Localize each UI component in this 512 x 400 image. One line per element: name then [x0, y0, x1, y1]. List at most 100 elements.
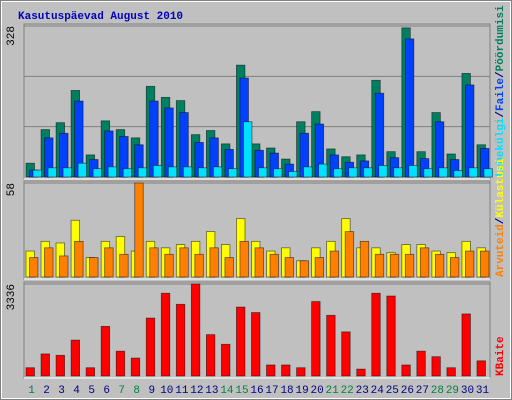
chart-title: Kasutuspäevad August 2010 [18, 11, 183, 23]
x-tick-label: 1 [28, 385, 35, 397]
x-tick-label: 31 [476, 385, 490, 397]
bar [212, 166, 223, 178]
bar [329, 250, 340, 278]
bar [408, 165, 418, 178]
bar [130, 357, 141, 377]
bar [431, 356, 441, 377]
bar [389, 253, 400, 278]
bar [386, 295, 396, 377]
bar [190, 283, 201, 377]
bar [239, 240, 249, 278]
bar [404, 38, 415, 178]
bar [224, 257, 234, 278]
legend-entry: Arvuteid [495, 224, 507, 277]
bar [333, 168, 343, 178]
bar [393, 167, 403, 178]
x-tick-label: 14 [220, 385, 234, 397]
x-tick-label: 24 [371, 385, 385, 397]
x-tick-label: 20 [311, 385, 324, 397]
bar [205, 334, 216, 377]
bar [344, 231, 355, 278]
x-tick-label: 21 [326, 385, 340, 397]
bar [100, 325, 111, 377]
bar [423, 168, 433, 178]
bar [55, 354, 65, 377]
bar [416, 350, 426, 377]
bar [70, 339, 80, 377]
legend: KBaite [495, 336, 507, 376]
bar [299, 260, 309, 278]
x-tick-label: 26 [401, 385, 414, 397]
bar [341, 331, 351, 377]
bar [62, 167, 72, 178]
bar [483, 168, 493, 178]
bar [254, 247, 264, 278]
bar [209, 247, 219, 278]
bar [450, 257, 460, 278]
legend-separator: / [495, 217, 507, 224]
bar [44, 247, 54, 278]
legend-entry: Külastusi [495, 158, 507, 218]
bar [236, 306, 246, 377]
bar [404, 253, 415, 278]
bar [314, 257, 325, 278]
bar [115, 350, 126, 377]
bar [29, 257, 39, 278]
legend-separator: / [495, 71, 507, 78]
bar [401, 364, 411, 377]
x-tick-label: 13 [205, 385, 218, 397]
bar [59, 255, 69, 278]
bar [104, 247, 114, 278]
bar [167, 166, 178, 178]
bar [356, 368, 366, 377]
bar [269, 253, 279, 278]
bar [197, 167, 208, 178]
bar [476, 360, 486, 377]
x-tick-label: 25 [386, 385, 399, 397]
bar [32, 169, 42, 178]
bar [145, 317, 156, 377]
legend-entry: KBaite [495, 336, 507, 376]
bar [179, 247, 189, 278]
x-tick-label: 10 [160, 385, 173, 397]
bar [374, 253, 385, 278]
bar [281, 364, 291, 377]
x-tick-label: 27 [416, 385, 429, 397]
bar [182, 166, 193, 178]
bar [160, 292, 171, 377]
x-tick-label: 30 [461, 385, 474, 397]
bar [107, 166, 118, 178]
legend: Arvuteid/Külastusi [495, 158, 507, 277]
bar [243, 121, 253, 178]
bar [438, 167, 448, 178]
bar [348, 167, 358, 178]
bar [359, 240, 370, 278]
bar [419, 247, 430, 278]
legend: Lehekülgi/Faile/Pöördumisi [495, 5, 507, 177]
bar [77, 162, 87, 178]
x-tick-label: 7 [118, 385, 125, 397]
legend-entry: Faile [495, 78, 507, 111]
x-tick-label: 9 [148, 385, 155, 397]
x-tick-label: 29 [446, 385, 459, 397]
bar [318, 163, 328, 178]
bar [363, 167, 373, 178]
x-tick-label: 3 [58, 385, 65, 397]
bar [273, 168, 283, 178]
bar [468, 167, 478, 178]
bar [465, 84, 475, 178]
x-tick-label: 16 [250, 385, 263, 397]
x-tick-label: 11 [175, 385, 189, 397]
bar [371, 292, 381, 377]
bar [134, 182, 144, 278]
bar [221, 343, 231, 377]
legend-entry: Lehekülgi [495, 117, 507, 177]
bar [194, 253, 204, 278]
bar [266, 364, 276, 377]
bar [288, 171, 298, 178]
x-tick-label: 19 [295, 385, 308, 397]
bar [122, 168, 133, 178]
bar [374, 92, 385, 178]
bar [137, 167, 148, 178]
